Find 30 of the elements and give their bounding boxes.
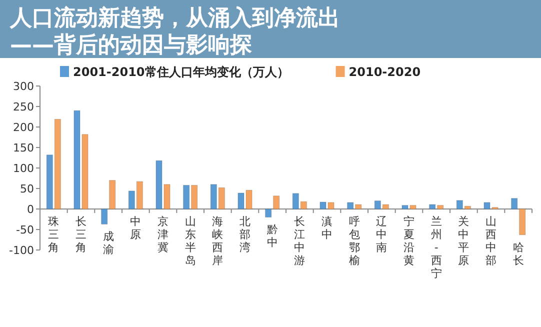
x-tick-label: 中原 [130,215,142,241]
y-tick-label: 0 [27,203,34,216]
legend-label: 2010-2020 [348,65,421,79]
x-tick-label: 长江中游 [294,215,306,267]
x-tick-label: 北部湾 [240,215,250,254]
x-tick-label: 成渝 [102,230,114,256]
x-tick-label: 黔中 [266,223,278,250]
x-tick-label: 兰州-西宁 [430,215,442,280]
y-tick-label: -100 [9,244,34,257]
x-tick-label: 呼包鄂榆 [348,215,360,267]
legend-label: 2001-2010常住人口年均变化（万人） [73,65,289,79]
y-tick-label: 250 [13,100,34,114]
y-tick-label: 50 [20,182,34,196]
chart-title: 人口流动新趋势，从涌入到净流出——背后的动因与影响探 [9,5,340,58]
x-tick-label: 滇中 [322,215,332,241]
y-tick-label: 100 [13,162,34,175]
y-tick-label: 200 [13,121,34,134]
x-tick-label: 珠三角 [48,215,60,254]
x-tick-label: 哈长 [512,240,524,267]
x-tick-label: 宁夏沿黄 [404,215,414,267]
x-tick-label: 山西中部 [486,215,496,267]
x-tick-label: 海峡西岸 [212,215,224,267]
y-tick-label: -50 [16,224,34,236]
x-tick-label: 山东半岛 [184,215,196,267]
x-tick-label: 长三角 [76,215,86,254]
x-tick-label: 辽中南 [376,215,388,254]
x-tick-label: 关中平原 [458,215,470,267]
x-tick-label: 京津冀 [158,215,168,254]
y-tick-label: 150 [13,142,34,154]
y-tick-label: 300 [13,80,34,93]
